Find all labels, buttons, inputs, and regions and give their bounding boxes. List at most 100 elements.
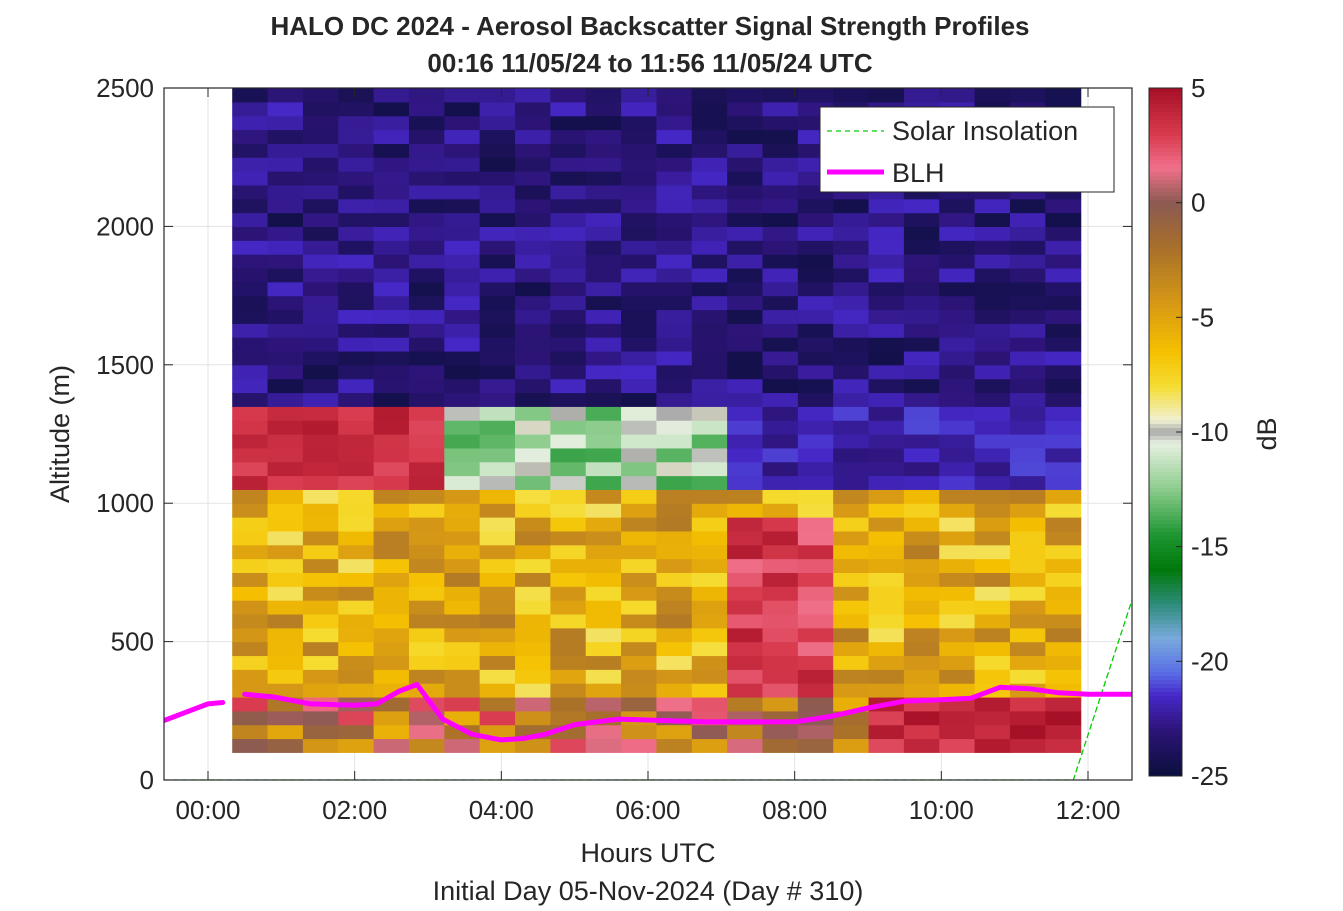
- heatmap-cell: [515, 157, 551, 172]
- heatmap-cell: [408, 530, 445, 546]
- heatmap-cell: [338, 295, 375, 311]
- colorbar-segment: [1149, 432, 1182, 437]
- heatmap-cell: [338, 613, 375, 629]
- heatmap-cell: [797, 475, 834, 490]
- heatmap-cell: [974, 558, 1011, 573]
- heatmap-cell: [939, 669, 976, 684]
- heatmap-cell: [338, 627, 375, 643]
- heatmap-cell: [727, 171, 764, 186]
- heatmap-cell: [338, 101, 375, 117]
- heatmap-cell: [232, 281, 269, 297]
- heatmap-cell: [373, 655, 410, 670]
- colorbar-segment: [1149, 200, 1182, 205]
- x-axis-label-day: Initial Day 05-Nov-2024 (Day # 310): [433, 876, 864, 906]
- heatmap-cell: [939, 710, 976, 726]
- colorbar-segment: [1149, 708, 1182, 713]
- heatmap-cell: [408, 669, 445, 684]
- colorbar-segment: [1149, 704, 1182, 709]
- heatmap-cell: [373, 503, 410, 518]
- heatmap-cell: [833, 558, 870, 573]
- heatmap-cell: [1009, 489, 1046, 504]
- colorbar-segment: [1149, 132, 1182, 137]
- heatmap-cell: [833, 613, 870, 629]
- heatmap-cell: [868, 738, 905, 753]
- heatmap-cell: [232, 517, 269, 532]
- heatmap-cell: [232, 710, 269, 726]
- colorbar-tick-label: -25: [1191, 761, 1229, 791]
- heatmap-cell: [1045, 350, 1082, 366]
- heatmap-cell: [868, 392, 905, 407]
- colorbar-segment: [1149, 208, 1182, 213]
- heatmap-cell: [444, 558, 481, 573]
- colorbar-segment: [1149, 668, 1182, 673]
- heatmap-cell: [479, 655, 516, 670]
- heatmap-cell: [444, 267, 481, 283]
- heatmap-cell: [762, 447, 799, 463]
- heatmap-cell: [833, 655, 870, 670]
- heatmap-cell: [232, 240, 269, 255]
- heatmap-cell: [1045, 281, 1082, 297]
- heatmap-cell: [621, 447, 658, 463]
- heatmap-cell: [939, 447, 976, 463]
- heatmap-cell: [974, 240, 1011, 255]
- heatmap-cell: [515, 406, 551, 421]
- colorbar-segment: [1149, 588, 1182, 593]
- heatmap-cell: [515, 129, 551, 144]
- series-lines: [164, 599, 1132, 780]
- heatmap-cell: [232, 572, 269, 587]
- heatmap-cell: [373, 212, 410, 227]
- heatmap-cell: [585, 600, 622, 615]
- heatmap-cell: [833, 572, 870, 587]
- heatmap-cell: [338, 392, 375, 407]
- heatmap-cell: [515, 544, 551, 560]
- heatmap-cell: [232, 350, 269, 366]
- heatmap-cell: [479, 530, 516, 546]
- heatmap-cell: [550, 350, 587, 366]
- heatmap-cell: [797, 88, 834, 103]
- heatmap-cell: [762, 489, 799, 504]
- heatmap-cell: [868, 530, 905, 546]
- heatmap-cell: [444, 447, 481, 463]
- heatmap-cell: [373, 517, 410, 532]
- heatmap-cell: [797, 586, 834, 601]
- heatmap-cell: [267, 710, 304, 726]
- heatmap-cell: [515, 696, 551, 712]
- heatmap-cell: [232, 406, 269, 421]
- heatmap-cell: [656, 655, 693, 670]
- colorbar-segment: [1149, 536, 1182, 541]
- heatmap-cell: [515, 88, 551, 103]
- heatmap-cell: [903, 613, 940, 629]
- heatmap-cell: [267, 364, 304, 380]
- heatmap-cell: [585, 406, 622, 421]
- heatmap-cell: [515, 447, 551, 463]
- heatmap-cell: [444, 350, 481, 366]
- heatmap-cell: [479, 378, 516, 394]
- heatmap-cell: [1009, 530, 1046, 546]
- heatmap-cell: [833, 600, 870, 615]
- heatmap-cell: [868, 350, 905, 366]
- heatmap-cell: [727, 724, 764, 740]
- heatmap-cell: [444, 143, 481, 158]
- y-tick-label: 2500: [96, 73, 154, 103]
- heatmap-cell: [302, 517, 339, 532]
- heatmap-cell: [373, 586, 410, 601]
- blh-line: [242, 682, 1132, 743]
- heatmap-cell: [797, 627, 834, 643]
- heatmap-cell: [373, 420, 410, 435]
- heatmap-cell: [232, 489, 269, 504]
- heatmap-cell: [727, 627, 764, 643]
- heatmap-cell: [444, 655, 481, 670]
- legend: Solar Insolation BLH: [819, 106, 1115, 193]
- colorbar-segment: [1149, 652, 1182, 657]
- heatmap-cell: [974, 309, 1011, 324]
- heatmap-cell: [797, 530, 834, 546]
- heatmap-cell: [302, 129, 339, 144]
- heatmap-cell: [550, 420, 587, 435]
- heatmap-cell: [232, 295, 269, 311]
- heatmap-cell: [302, 613, 339, 629]
- colorbar-segment: [1149, 144, 1182, 149]
- colorbar-segment: [1149, 136, 1182, 141]
- heatmap-cell: [585, 669, 622, 684]
- heatmap-cell: [302, 572, 339, 587]
- heatmap-cell: [479, 683, 516, 698]
